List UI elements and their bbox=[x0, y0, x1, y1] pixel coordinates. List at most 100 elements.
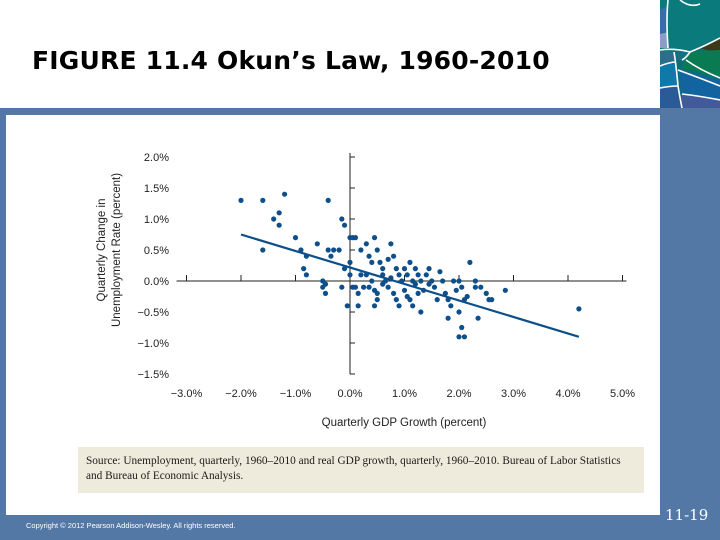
slide-number: 11-19 bbox=[665, 507, 715, 524]
data-point bbox=[314, 241, 320, 247]
data-point bbox=[404, 272, 410, 278]
y-tick-label: −0.5% bbox=[138, 307, 170, 319]
data-point bbox=[478, 284, 484, 290]
data-point bbox=[418, 278, 424, 284]
y-tick-label: 0.0% bbox=[144, 276, 169, 288]
source-note-box: Source: Unemployment, quarterly, 1960–20… bbox=[78, 447, 644, 493]
data-point bbox=[352, 284, 359, 290]
data-point bbox=[459, 324, 465, 331]
x-axis-title: Quarterly GDP Growth (percent) bbox=[322, 417, 487, 429]
data-point bbox=[475, 315, 481, 321]
data-point bbox=[369, 278, 375, 284]
data-point bbox=[303, 272, 309, 278]
y-axis-title: Quarterly Change in Unemployment Rate (pe… bbox=[96, 173, 123, 327]
data-point bbox=[426, 281, 432, 287]
trend-line bbox=[240, 233, 580, 338]
data-point bbox=[450, 278, 457, 284]
data-point bbox=[489, 297, 495, 303]
data-point bbox=[271, 216, 277, 222]
data-point bbox=[467, 259, 473, 265]
data-point bbox=[396, 272, 402, 278]
data-point bbox=[401, 266, 408, 272]
data-point bbox=[407, 297, 413, 303]
data-point bbox=[347, 272, 353, 278]
data-point bbox=[260, 197, 266, 203]
x-tick-label: 5.0% bbox=[610, 388, 635, 400]
svg-text:Quarterly Change in: Quarterly Change in bbox=[96, 199, 108, 302]
data-point bbox=[336, 247, 342, 253]
frame-band-left bbox=[0, 108, 6, 540]
data-point bbox=[260, 247, 266, 253]
data-point bbox=[380, 281, 386, 287]
data-point bbox=[374, 290, 380, 296]
data-point bbox=[410, 303, 416, 309]
slide-title: FIGURE 11.4 Okun’s Law, 1960-2010 bbox=[32, 46, 550, 75]
x-tick-label: 0.0% bbox=[337, 388, 362, 400]
data-point bbox=[322, 290, 329, 296]
data-point bbox=[502, 287, 508, 293]
data-point bbox=[374, 247, 380, 253]
x-tick-label: 2.0% bbox=[446, 388, 471, 400]
data-point bbox=[437, 269, 443, 275]
data-point bbox=[464, 293, 470, 300]
data-point bbox=[331, 247, 337, 253]
data-point bbox=[325, 197, 331, 203]
data-point bbox=[442, 290, 448, 296]
x-tick-label: −1.0% bbox=[280, 388, 312, 400]
frame-band-bottom bbox=[0, 515, 720, 540]
data-point bbox=[380, 266, 386, 272]
data-point bbox=[344, 303, 350, 309]
data-point bbox=[363, 241, 369, 247]
y-tick-label: −1.5% bbox=[138, 369, 170, 381]
data-point bbox=[322, 281, 329, 287]
x-tick-label: −2.0% bbox=[225, 388, 257, 400]
data-point bbox=[393, 266, 399, 272]
data-point bbox=[366, 253, 372, 259]
data-point bbox=[418, 309, 424, 315]
data-point bbox=[412, 266, 418, 272]
data-point bbox=[355, 303, 361, 309]
data-point bbox=[472, 284, 478, 290]
data-point bbox=[339, 216, 345, 222]
data-point bbox=[407, 259, 413, 265]
frame-band-right bbox=[660, 108, 720, 540]
data-point bbox=[385, 284, 391, 290]
data-point bbox=[393, 297, 399, 303]
x-tick-label: 4.0% bbox=[555, 388, 580, 400]
data-point bbox=[461, 334, 468, 340]
copyright-text: Copyright © 2012 Pearson Addison-Wesley.… bbox=[26, 521, 236, 530]
data-point bbox=[374, 297, 380, 303]
data-point bbox=[391, 290, 397, 296]
data-point bbox=[396, 303, 402, 309]
data-point bbox=[369, 259, 375, 265]
data-point bbox=[358, 247, 364, 253]
data-point bbox=[358, 272, 364, 278]
data-point bbox=[352, 235, 359, 241]
data-point bbox=[366, 284, 372, 290]
data-point bbox=[426, 266, 432, 272]
x-tick-label: −3.0% bbox=[171, 388, 203, 400]
data-point bbox=[412, 281, 418, 287]
source-note: Source: Unemployment, quarterly, 1960–20… bbox=[86, 455, 621, 482]
frame-band-top bbox=[0, 108, 720, 115]
x-tick-label: 3.0% bbox=[501, 388, 526, 400]
data-point bbox=[355, 290, 361, 296]
y-tick-label: 1.0% bbox=[144, 214, 169, 226]
decorative-mosaic-icon bbox=[660, 0, 720, 108]
data-point bbox=[440, 278, 446, 284]
data-point bbox=[391, 253, 397, 259]
data-point bbox=[448, 303, 454, 309]
data-point bbox=[459, 284, 465, 290]
axis-labels: −3.0% −2.0% −1.0% 0.0% 1.0% 2.0% 3.0% 4.0% 5.0% 2… bbox=[96, 152, 635, 429]
x-tick-label: 1.0% bbox=[392, 388, 417, 400]
data-point bbox=[339, 284, 345, 290]
data-point bbox=[385, 256, 391, 262]
data-point bbox=[456, 334, 462, 340]
data-point bbox=[301, 266, 307, 272]
data-point bbox=[445, 315, 451, 321]
data-point bbox=[292, 235, 299, 241]
data-point bbox=[456, 278, 462, 284]
data-point bbox=[341, 222, 348, 228]
data-point bbox=[423, 272, 429, 278]
